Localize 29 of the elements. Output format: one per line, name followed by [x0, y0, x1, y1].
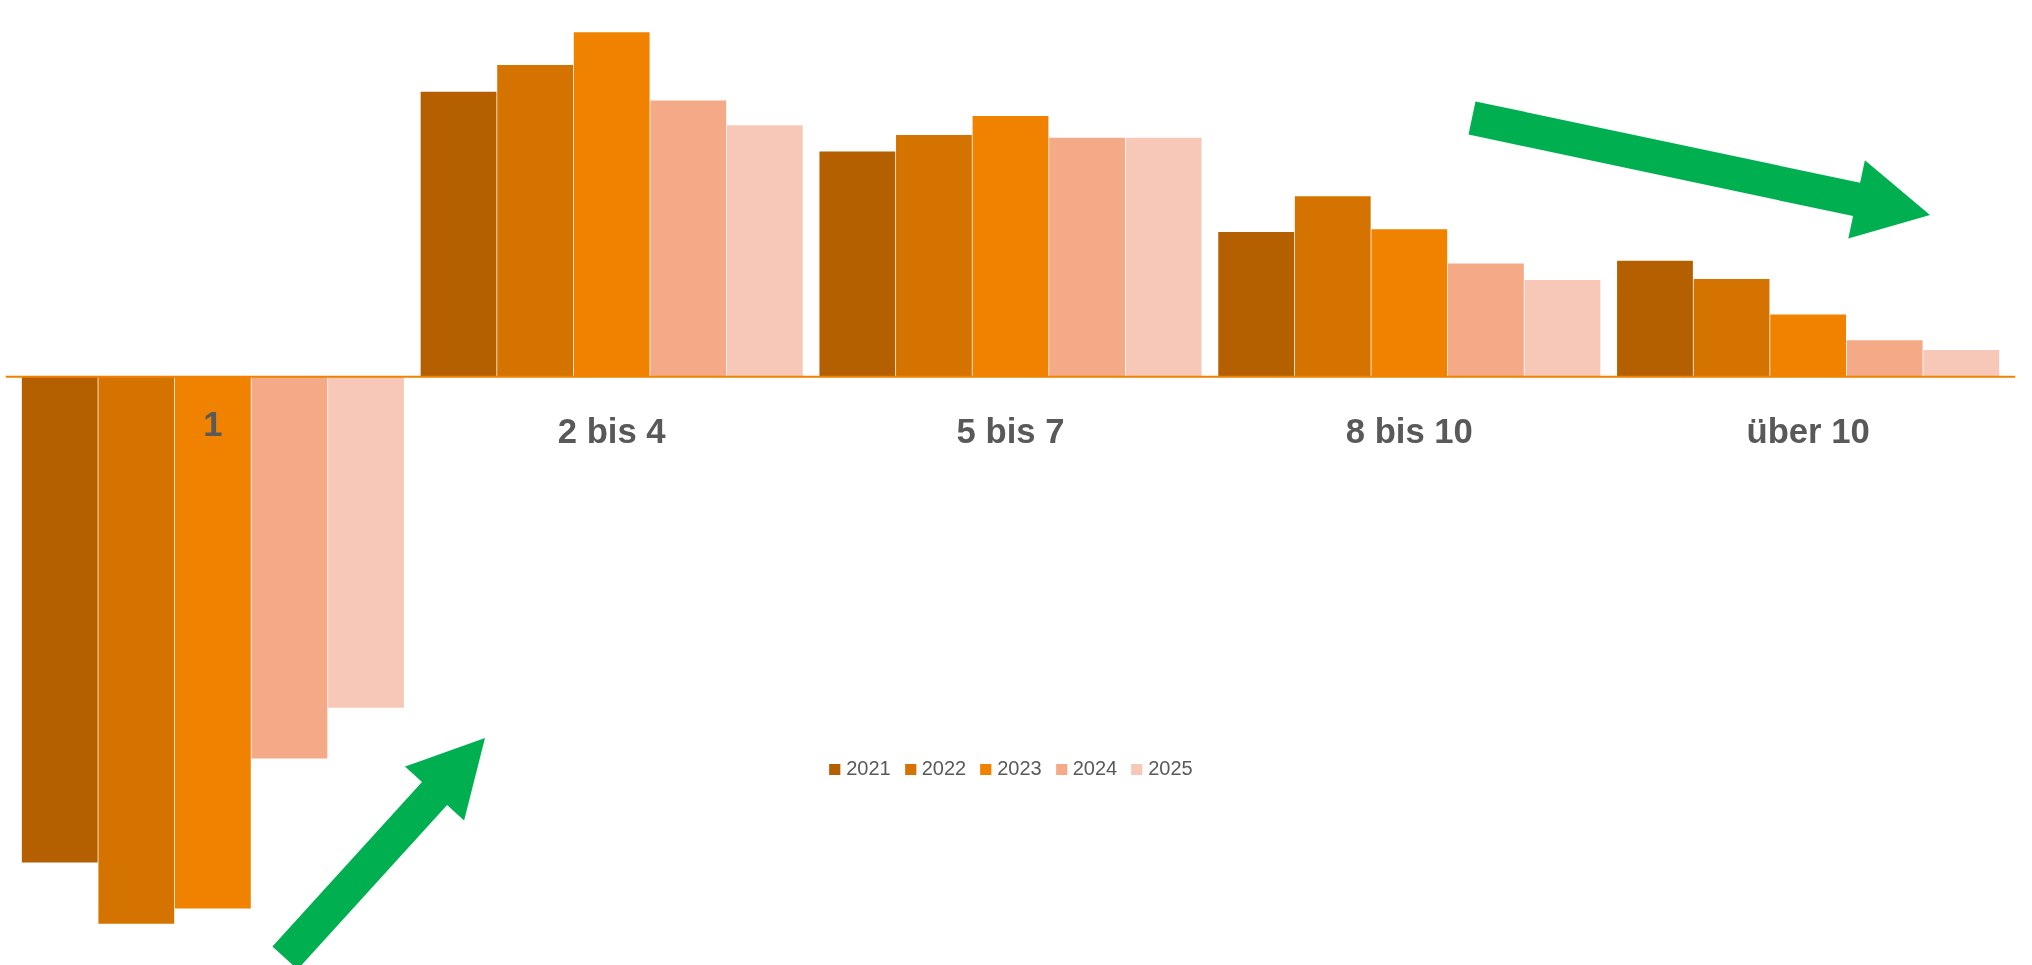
legend-label: 2023 [997, 757, 1042, 780]
bar [21, 376, 98, 863]
x-tick-label: 5 bis 7 [956, 412, 1065, 451]
legend-label: 2022 [921, 757, 967, 780]
bar [1218, 231, 1295, 377]
x-tick-label: 8 bis 10 [1345, 412, 1473, 451]
x-tick-label: 2 bis 4 [557, 412, 667, 451]
legend-label: 2025 [1148, 757, 1193, 780]
bar [98, 376, 175, 924]
bar [1693, 278, 1770, 377]
bar [1923, 350, 2000, 377]
bar [896, 135, 972, 377]
bar [726, 125, 803, 377]
bar [420, 91, 497, 377]
bar [1846, 340, 1923, 377]
legend-label: 2024 [1072, 757, 1118, 780]
bar [497, 65, 574, 377]
bar [819, 151, 896, 377]
bar [1049, 137, 1125, 377]
x-tick-label: über 10 [1746, 412, 1870, 451]
bar [1125, 137, 1202, 377]
bar [1617, 260, 1693, 377]
legend-label: 2021 [846, 757, 891, 780]
bar [650, 100, 727, 377]
x-tick-label: 1 [203, 405, 223, 444]
bar [328, 376, 404, 708]
bar [1524, 280, 1601, 377]
bar [1294, 196, 1371, 377]
bar [1447, 263, 1524, 377]
